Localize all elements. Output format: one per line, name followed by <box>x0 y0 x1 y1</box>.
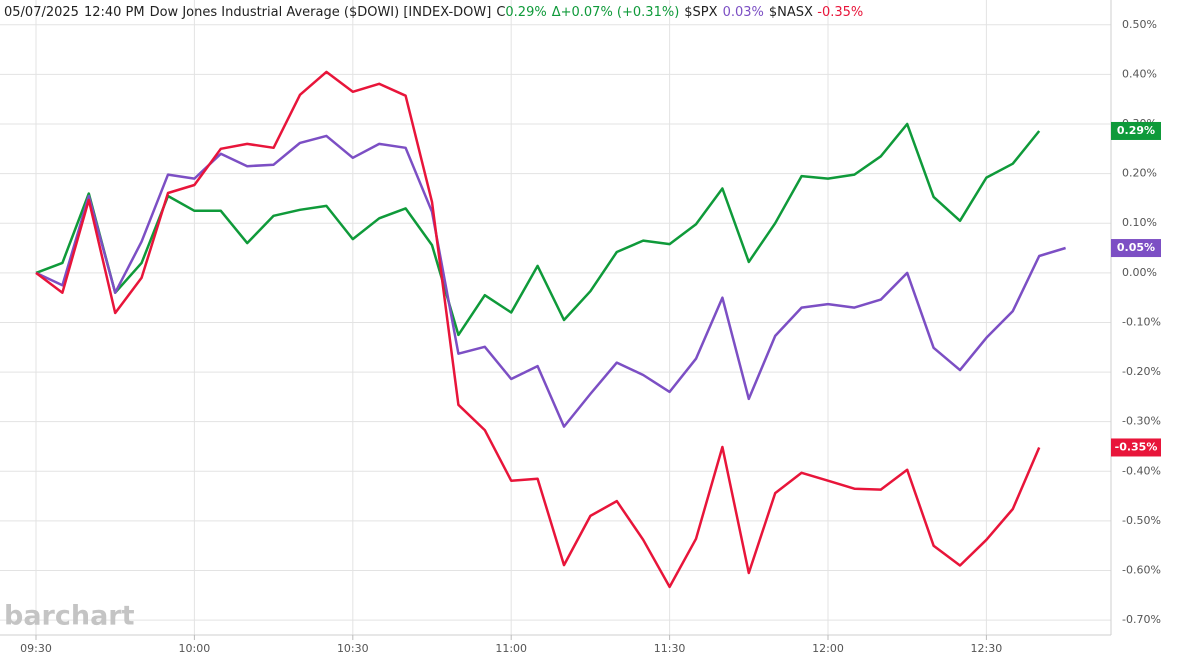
series-line <box>35 70 1041 589</box>
x-tick-label: 12:30 <box>971 642 1003 655</box>
header-part: Dow Jones Industrial Average ($DOWI) [IN… <box>150 5 492 20</box>
y-tick-label: 0.40% <box>1122 67 1157 80</box>
y-tick-label: -0.50% <box>1122 514 1161 527</box>
series-line <box>35 122 1041 337</box>
y-tick-label: 0.50% <box>1122 18 1157 31</box>
y-tick-label: 0.20% <box>1122 167 1157 180</box>
series-line <box>35 134 1066 428</box>
last-value-label: 0.29% <box>1117 124 1155 137</box>
y-tick-label: 0.10% <box>1122 216 1157 229</box>
header: 05/07/2025 12:40 PM Dow Jones Industrial A… <box>4 5 863 20</box>
x-tick-label: 11:00 <box>495 642 527 655</box>
x-tick-label: 10:30 <box>337 642 369 655</box>
y-tick-label: -0.70% <box>1122 613 1161 626</box>
header-part: 0.29% <box>505 5 546 20</box>
y-tick-label: -0.40% <box>1122 464 1161 477</box>
x-tick-label: 09:30 <box>20 642 52 655</box>
x-tick-label: 12:00 <box>812 642 844 655</box>
grid <box>0 0 1111 635</box>
y-tick-label: -0.20% <box>1122 365 1161 378</box>
header-part: 05/07/2025 <box>4 5 79 20</box>
y-tick-label: -0.30% <box>1122 415 1161 428</box>
last-value-badge <box>1111 121 1161 140</box>
header-part: $SPX <box>684 5 717 20</box>
y-tick-label: -0.60% <box>1122 564 1161 577</box>
header-part: 12:40 PM <box>84 5 145 20</box>
header-part: C <box>496 5 505 20</box>
header-part: $NASX <box>769 5 813 20</box>
last-value-badge <box>1111 438 1161 457</box>
last-value-label: 0.05% <box>1117 241 1155 254</box>
watermark: barchart <box>4 601 135 632</box>
header-part: Δ+0.07% (+0.31%) <box>552 5 680 20</box>
x-tick-label: 11:30 <box>654 642 686 655</box>
last-value-label: -0.35% <box>1115 440 1158 453</box>
lines <box>35 70 1066 589</box>
y-tick-label: 0.00% <box>1122 266 1157 279</box>
last-value-badge <box>1111 239 1161 258</box>
x-tick-label: 10:00 <box>179 642 211 655</box>
y-tick-label: -0.10% <box>1122 315 1161 328</box>
header-part: 0.03% <box>723 5 764 20</box>
header-part: -0.35% <box>817 5 863 20</box>
